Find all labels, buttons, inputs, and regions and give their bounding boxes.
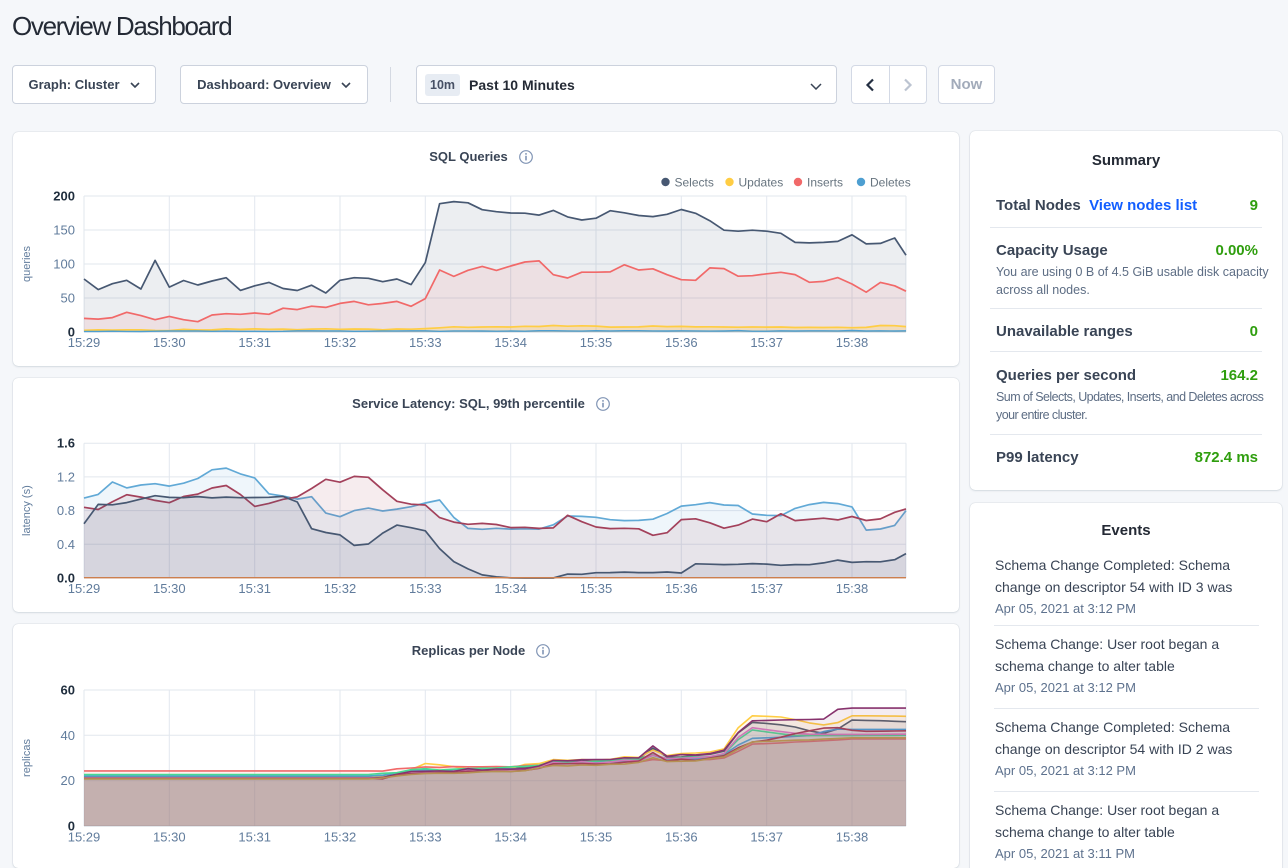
svg-text:0.0: 0.0 bbox=[57, 571, 75, 586]
svg-text:15:34: 15:34 bbox=[494, 335, 527, 350]
svg-text:15:33: 15:33 bbox=[409, 335, 442, 350]
svg-text:15:31: 15:31 bbox=[238, 335, 271, 350]
svg-text:15:30: 15:30 bbox=[153, 830, 186, 845]
svg-text:15:30: 15:30 bbox=[153, 581, 186, 596]
svg-text:0: 0 bbox=[68, 325, 75, 340]
svg-text:1.6: 1.6 bbox=[57, 436, 75, 451]
svg-text:15:33: 15:33 bbox=[409, 581, 442, 596]
svg-text:15:37: 15:37 bbox=[750, 581, 783, 596]
svg-text:replicas: replicas bbox=[21, 739, 33, 777]
svg-text:15:36: 15:36 bbox=[665, 830, 698, 845]
svg-text:15:38: 15:38 bbox=[836, 335, 869, 350]
svg-text:15:31: 15:31 bbox=[238, 830, 271, 845]
svg-text:15:35: 15:35 bbox=[580, 335, 613, 350]
svg-text:15:34: 15:34 bbox=[494, 830, 527, 845]
svg-text:15:36: 15:36 bbox=[665, 335, 698, 350]
svg-text:15:34: 15:34 bbox=[494, 581, 527, 596]
svg-text:60: 60 bbox=[61, 683, 75, 698]
svg-text:40: 40 bbox=[61, 728, 75, 743]
svg-text:15:31: 15:31 bbox=[238, 581, 271, 596]
svg-text:15:32: 15:32 bbox=[324, 335, 357, 350]
svg-text:latency (s): latency (s) bbox=[21, 485, 33, 536]
svg-text:15:29: 15:29 bbox=[68, 335, 101, 350]
svg-text:0.8: 0.8 bbox=[57, 503, 75, 518]
svg-text:15:35: 15:35 bbox=[580, 830, 613, 845]
svg-text:50: 50 bbox=[61, 291, 75, 306]
svg-text:15:37: 15:37 bbox=[750, 335, 783, 350]
svg-text:15:32: 15:32 bbox=[324, 830, 357, 845]
svg-text:Updates: Updates bbox=[739, 176, 784, 190]
svg-text:15:29: 15:29 bbox=[68, 581, 101, 596]
svg-text:15:37: 15:37 bbox=[750, 830, 783, 845]
svg-text:Selects: Selects bbox=[675, 176, 714, 190]
svg-text:queries: queries bbox=[21, 245, 33, 282]
svg-text:15:29: 15:29 bbox=[68, 830, 101, 845]
svg-text:0: 0 bbox=[68, 819, 75, 834]
svg-text:20: 20 bbox=[61, 773, 75, 788]
svg-text:15:36: 15:36 bbox=[665, 581, 698, 596]
svg-text:15:35: 15:35 bbox=[580, 581, 613, 596]
svg-text:15:30: 15:30 bbox=[153, 335, 186, 350]
svg-text:200: 200 bbox=[53, 189, 75, 204]
svg-text:15:38: 15:38 bbox=[836, 581, 869, 596]
svg-text:150: 150 bbox=[53, 223, 75, 238]
svg-text:15:38: 15:38 bbox=[836, 830, 869, 845]
svg-text:15:32: 15:32 bbox=[324, 581, 357, 596]
svg-text:Inserts: Inserts bbox=[807, 176, 843, 190]
svg-text:15:33: 15:33 bbox=[409, 830, 442, 845]
svg-text:Deletes: Deletes bbox=[870, 176, 911, 190]
svg-text:0.4: 0.4 bbox=[57, 537, 75, 552]
svg-text:1.2: 1.2 bbox=[57, 469, 75, 484]
svg-text:100: 100 bbox=[53, 257, 75, 272]
